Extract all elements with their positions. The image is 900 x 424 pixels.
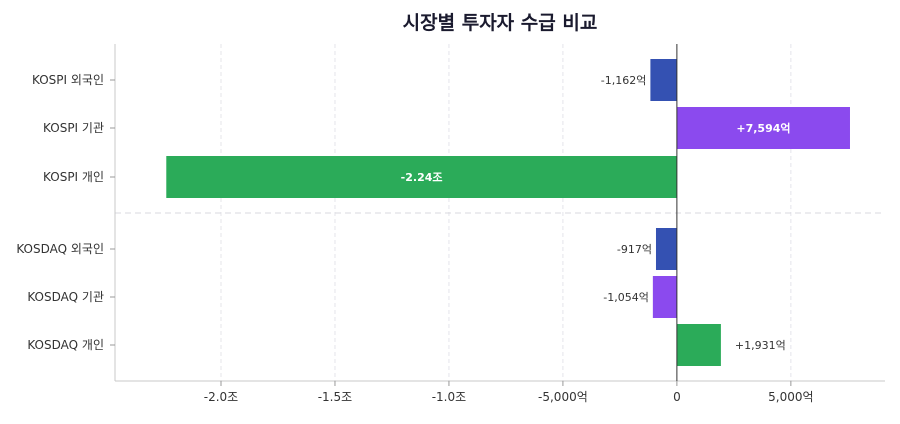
- grid-layer: [115, 44, 885, 381]
- category-label: KOSDAQ 기관: [27, 290, 104, 304]
- x-tick-label: -2.0조: [204, 390, 238, 404]
- category-label: KOSPI 외국인: [32, 73, 104, 87]
- category-label: KOSDAQ 개인: [27, 338, 104, 352]
- bar: [676, 107, 850, 149]
- x-tick-label: 0: [673, 390, 681, 404]
- x-tick-label: -5,000억: [538, 390, 588, 404]
- bar: [652, 276, 677, 318]
- data-label: -1,054억: [603, 291, 649, 304]
- bars-layer: -1,162억 +7,594억 -2.24조 -917억 -1,054억 +1,931억: [166, 59, 850, 366]
- chart-title: 시장별 투자자 수급 비교: [403, 12, 598, 34]
- data-label: +7,594억: [736, 122, 790, 135]
- x-tick-label: 5,000억: [768, 390, 813, 404]
- data-label: -917억: [617, 243, 652, 256]
- data-label: -2.24조: [401, 171, 443, 184]
- x-tick-label: -1.0조: [432, 390, 466, 404]
- bar: [650, 59, 677, 101]
- category-label: KOSDAQ 외국인: [16, 242, 104, 256]
- axis-layer: KOSPI 외국인 KOSPI 기관 KOSPI 개인 KOSDAQ 외국인 KOSDA…: [16, 44, 885, 404]
- x-tick-label: -1.5조: [318, 390, 352, 404]
- category-label: KOSPI 개인: [43, 170, 104, 184]
- bar: [676, 324, 721, 366]
- data-label: -1,162억: [601, 74, 647, 87]
- category-label: KOSPI 기관: [43, 121, 104, 135]
- data-label: +1,931억: [735, 339, 786, 352]
- bar: [166, 156, 677, 198]
- bar: [655, 228, 677, 270]
